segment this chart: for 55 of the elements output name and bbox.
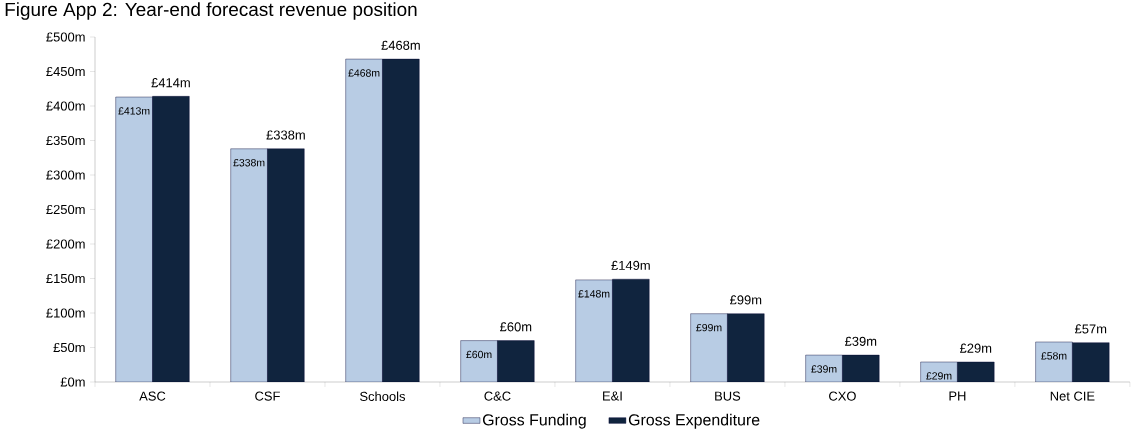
- y-tick-label: £350m: [46, 135, 85, 146]
- data-label: £57m: [1074, 324, 1107, 334]
- x-tick-label: Schools: [360, 391, 406, 402]
- data-label: £39m: [844, 336, 877, 346]
- data-label: £468m: [381, 40, 420, 50]
- bar: [727, 313, 765, 382]
- bar: [460, 340, 498, 382]
- data-label: £58m: [1041, 352, 1067, 360]
- bar: [1072, 342, 1110, 382]
- bar: [230, 148, 268, 382]
- y-tick-label: £150m: [46, 273, 85, 284]
- bar: [267, 148, 305, 382]
- bar: [842, 354, 880, 382]
- data-label: £414m: [151, 78, 190, 88]
- bar: [115, 96, 153, 382]
- data-label: £29m: [959, 343, 992, 353]
- legend-label: Gross Funding: [482, 413, 586, 429]
- chart-title: Figure App 2: Year-end forecast revenue position: [5, 2, 417, 20]
- y-tick-label: £100m: [46, 308, 85, 318]
- bar: [612, 278, 650, 382]
- y-tick-label: £250m: [46, 204, 85, 215]
- x-tick-label: BUS: [715, 391, 741, 401]
- y-tick-label: £450m: [46, 66, 85, 77]
- bar: [152, 96, 190, 382]
- y-tick-label: £50m: [53, 342, 85, 353]
- y-tick-label: £200m: [46, 239, 85, 249]
- x-tick-label: C&C: [484, 391, 511, 401]
- x-tick-label: PH: [949, 391, 966, 401]
- bar: [382, 58, 420, 382]
- y-tick-label: £0m: [60, 377, 85, 387]
- bar: [345, 58, 383, 382]
- data-label: £149m: [611, 260, 650, 270]
- data-label: £338m: [233, 158, 265, 167]
- y-tick-label: £400m: [46, 101, 85, 111]
- x-tick-label: CXO: [829, 391, 856, 401]
- data-label: £60m: [500, 322, 532, 332]
- data-label: £39m: [811, 365, 837, 373]
- data-label: £468m: [348, 69, 380, 77]
- data-label: £413m: [118, 107, 150, 115]
- y-tick-label: £500m: [46, 32, 85, 42]
- bar: [690, 313, 728, 382]
- x-tick-label: CSF: [255, 391, 280, 401]
- data-label: £99m: [696, 323, 722, 332]
- data-label: £29m: [926, 372, 952, 380]
- data-label: £338m: [266, 130, 305, 140]
- x-tick-label: E&I: [603, 391, 622, 401]
- legend-label: Gross Expenditure: [628, 413, 760, 429]
- bar: [575, 279, 613, 382]
- x-tick-label: ASC: [139, 391, 166, 401]
- bar: [497, 340, 535, 382]
- data-label: £148m: [578, 290, 610, 298]
- y-tick-label: £300m: [46, 170, 85, 180]
- x-tick-label: Net CIE: [1050, 391, 1095, 401]
- data-label: £60m: [466, 350, 492, 359]
- data-label: £99m: [729, 295, 762, 305]
